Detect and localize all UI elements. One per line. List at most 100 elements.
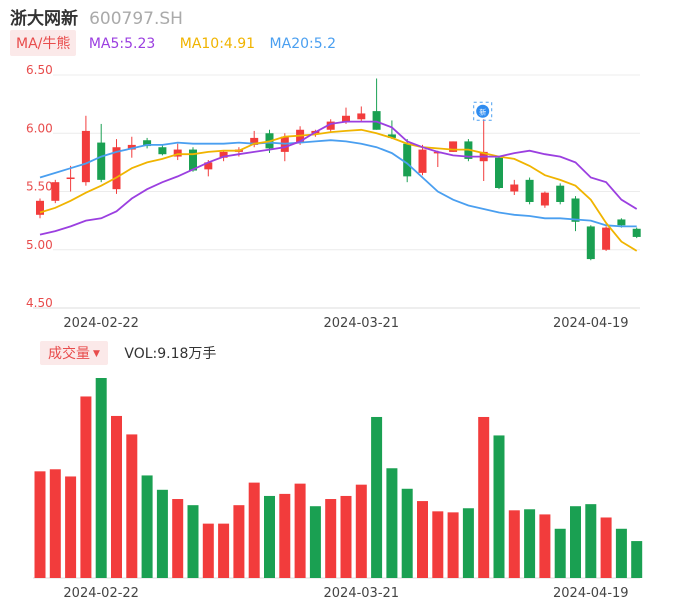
- candle-body: [540, 192, 549, 206]
- volume-bar: [49, 469, 61, 578]
- volume-bar: [386, 468, 398, 578]
- ma5-line: [39, 120, 638, 236]
- y-tick-label: 4.50: [26, 296, 53, 310]
- dropdown-arrow-icon: ▼: [93, 349, 100, 359]
- volume-bar: [248, 482, 260, 578]
- volume-value: VOL:9.18万手: [124, 346, 217, 362]
- volume-bar: [539, 514, 551, 578]
- candle-body: [158, 147, 167, 155]
- candle-body: [189, 149, 197, 171]
- volume-bar: [508, 510, 520, 578]
- y-tick-label: 6.00: [26, 121, 53, 135]
- volume-bar: [570, 506, 581, 578]
- volume-bar: [279, 493, 291, 578]
- candle-body: [357, 113, 366, 120]
- volume-bar: [141, 475, 153, 578]
- candle-body: [586, 226, 595, 260]
- volume-bar: [187, 505, 199, 578]
- candle-body: [525, 179, 534, 202]
- candle-body: [36, 200, 44, 215]
- candle-body: [372, 111, 381, 130]
- volume-bar: [631, 541, 643, 578]
- candle-body: [143, 140, 152, 147]
- volume-bar: [417, 501, 428, 578]
- candle-body: [403, 143, 412, 177]
- candle-body: [66, 177, 75, 180]
- candle-body: [556, 185, 565, 202]
- ma-indicator-selector[interactable]: MA/牛熊: [10, 30, 77, 56]
- news-marker-icon[interactable]: [476, 104, 490, 118]
- candle-body: [250, 137, 259, 145]
- candle-body: [571, 198, 580, 222]
- candle-body: [326, 121, 335, 130]
- candle-body: [510, 184, 519, 192]
- ma20-value: MA20:5.2: [269, 36, 336, 52]
- candle-body: [602, 227, 611, 250]
- candle-body: [127, 144, 136, 150]
- volume-bar: [401, 488, 413, 578]
- candle-body: [219, 151, 228, 158]
- volume-bar: [218, 523, 230, 578]
- volume-tag-label: 成交量: [48, 346, 90, 362]
- volume-bar: [156, 489, 168, 578]
- volume-bar: [172, 499, 184, 578]
- ma20-line: [39, 139, 637, 228]
- news-marker-label: 新: [479, 107, 486, 116]
- candle-body: [81, 130, 90, 183]
- volume-bar: [202, 523, 214, 578]
- candle-body: [495, 157, 503, 189]
- stock-code: 600797.SH: [89, 9, 183, 29]
- volume-bar: [111, 415, 122, 578]
- volume-bar: [585, 504, 597, 578]
- volume-indicator-selector[interactable]: 成交量 ▼: [40, 341, 108, 365]
- volume-bar: [600, 517, 612, 578]
- candle-body: [51, 182, 60, 201]
- candle-body: [449, 141, 458, 152]
- candle-body: [418, 149, 427, 173]
- volume-bar: [34, 471, 46, 578]
- ma10-line: [39, 128, 638, 252]
- volume-bar: [493, 435, 505, 578]
- volume-bar: [264, 495, 275, 578]
- volume-bar: [65, 476, 77, 578]
- volume-bar: [233, 505, 245, 578]
- candle-body: [617, 219, 626, 226]
- candle-body: [387, 134, 396, 138]
- volume-bar: [478, 416, 490, 578]
- volume-bar: [80, 396, 92, 578]
- y-tick-label: 5.50: [26, 180, 53, 194]
- volume-bar: [126, 434, 138, 578]
- y-tick-label: 5.00: [26, 238, 53, 252]
- volume-bar: [340, 495, 352, 578]
- x-date-label: 2024-02-22: [63, 586, 139, 601]
- ma5-value: MA5:5.23: [88, 36, 156, 52]
- volume-bar: [294, 483, 306, 578]
- volume-bar: [432, 511, 444, 578]
- candle-body: [173, 149, 182, 157]
- news-marker-frame: [473, 101, 493, 121]
- candle-body: [112, 147, 121, 190]
- volume-bar: [615, 528, 627, 578]
- candle-body: [342, 115, 350, 122]
- volume-bar: [462, 508, 474, 578]
- y-tick-label: 6.50: [26, 63, 53, 77]
- x-date-label: 2024-04-19: [553, 586, 629, 601]
- stock-header: 浙大网新 600797.SH: [10, 4, 183, 29]
- candle-body: [204, 162, 213, 170]
- volume-bar: [447, 512, 459, 578]
- x-date-label: 2024-02-22: [63, 316, 139, 331]
- volume-bar: [524, 509, 536, 578]
- candle-body: [97, 142, 106, 180]
- x-date-label: 2024-03-21: [324, 586, 400, 601]
- volume-bar: [309, 506, 321, 578]
- x-date-label: 2024-04-19: [553, 316, 629, 331]
- x-date-label: 2024-03-21: [324, 316, 400, 331]
- ma10-value: MA10:4.91: [179, 36, 256, 52]
- volume-bar: [371, 416, 383, 578]
- volume-bar: [95, 378, 107, 578]
- ma-legend: MA/牛熊 MA5:5.23 MA10:4.91 MA20:5.2: [10, 30, 336, 56]
- volume-legend: 成交量 ▼ VOL:9.18万手: [40, 341, 217, 365]
- stock-name: 浙大网新: [10, 9, 78, 29]
- volume-bar: [355, 484, 367, 578]
